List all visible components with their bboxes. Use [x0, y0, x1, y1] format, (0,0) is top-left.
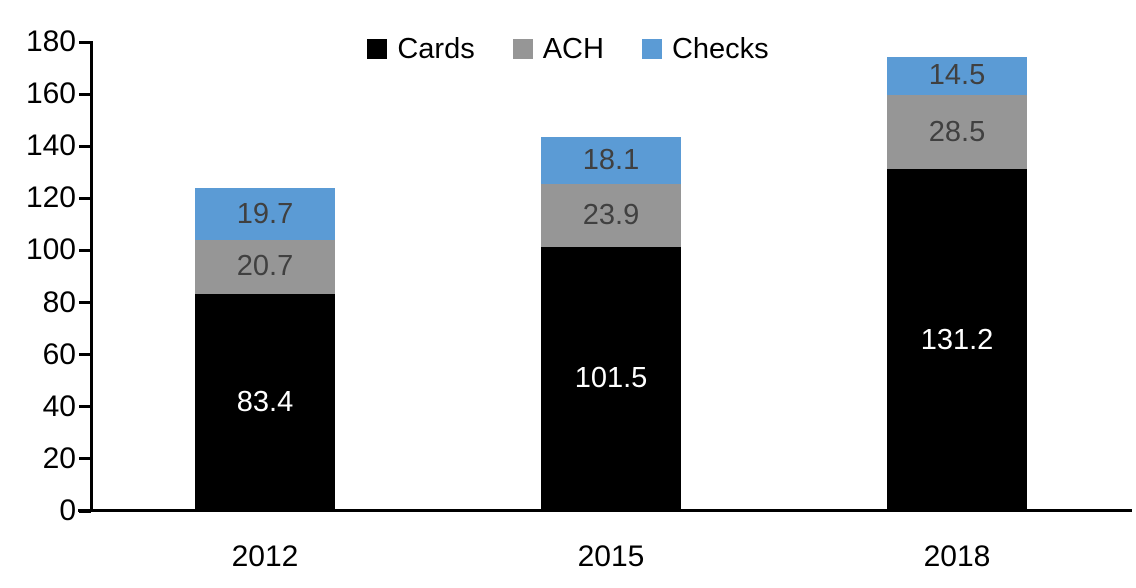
y-axis-tick: [79, 92, 91, 96]
legend-swatch-icon: [641, 39, 662, 59]
y-axis-tick-label: 0: [59, 494, 76, 527]
x-axis-label: 2015: [577, 540, 645, 573]
y-axis-tick-label: 160: [25, 77, 76, 111]
legend-label: Cards: [397, 33, 475, 65]
bar-segment-cards: 83.4: [195, 293, 335, 511]
x-axis-label: 2012: [231, 540, 299, 573]
y-axis-tick: [79, 40, 91, 44]
y-axis-tick-label: 100: [25, 233, 76, 267]
bar-value-label: 20.7: [236, 250, 294, 283]
y-axis-tick-label: 80: [42, 285, 76, 319]
legend-swatch-icon: [512, 39, 533, 59]
bar-segment-cards: 101.5: [541, 246, 681, 511]
bar-segment-checks: 18.1: [541, 137, 681, 185]
bar-2015: 18.1 23.9 101.5: [541, 137, 681, 511]
y-axis-tick: [79, 248, 91, 252]
bar-value-label: 101.5: [574, 362, 648, 395]
legend-item-checks: Checks: [641, 33, 769, 65]
y-axis-tick-label: 120: [25, 181, 76, 215]
y-axis-tick: [79, 353, 91, 357]
bar-segment-ach: 23.9: [541, 184, 681, 247]
y-axis-tick-label: 20: [42, 441, 76, 475]
y-axis-tick: [79, 196, 91, 200]
legend: Cards ACH Checks: [0, 34, 1136, 64]
y-axis-tick-label: 140: [25, 129, 76, 163]
y-axis-tick-label: 60: [42, 337, 76, 371]
y-axis-tick-label: 40: [42, 389, 76, 423]
legend-item-ach: ACH: [512, 33, 604, 65]
bar-2012: 19.7 20.7 83.4: [195, 188, 335, 511]
y-axis-tick: [79, 301, 91, 305]
y-axis-tick: [79, 144, 91, 148]
bar-segment-cards: 131.2: [887, 169, 1027, 511]
bar-value-label: 28.5: [928, 115, 986, 148]
y-axis-tick-label: 180: [25, 25, 76, 58]
legend-label: Checks: [671, 33, 769, 65]
y-axis-line: [90, 41, 93, 512]
bar-2018: 14.5 28.5 131.2: [887, 57, 1027, 511]
bar-value-label: 19.7: [236, 197, 294, 230]
bar-value-label: 131.2: [920, 323, 994, 356]
y-axis-tick: [79, 457, 91, 461]
bar-value-label: 23.9: [582, 198, 640, 231]
y-axis-tick: [79, 509, 91, 513]
bar-value-label: 18.1: [582, 144, 640, 177]
y-axis-tick: [79, 405, 91, 409]
bar-segment-ach: 28.5: [887, 94, 1027, 170]
bar-segment-ach: 20.7: [195, 239, 335, 294]
legend-item-cards: Cards: [367, 33, 475, 65]
legend-swatch-icon: [367, 39, 388, 59]
legend-label: ACH: [542, 33, 604, 65]
x-axis-label: 2018: [923, 540, 991, 573]
bar-segment-checks: 14.5: [887, 57, 1027, 95]
bar-segment-checks: 19.7: [195, 188, 335, 240]
bar-value-label: 14.5: [928, 59, 986, 92]
bar-value-label: 83.4: [236, 385, 294, 418]
